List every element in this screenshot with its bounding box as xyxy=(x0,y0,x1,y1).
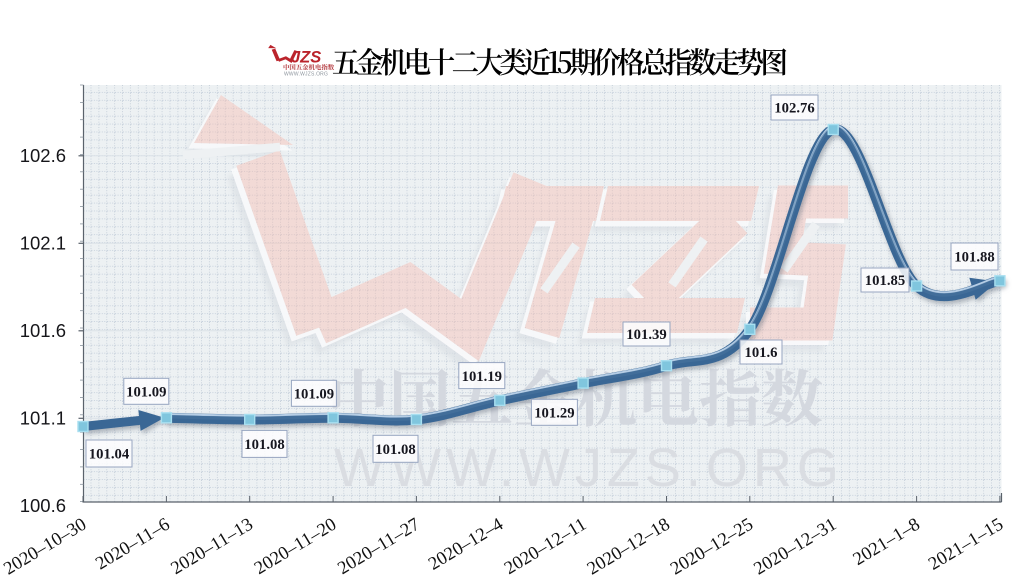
svg-text:101.19: 101.19 xyxy=(462,369,502,385)
svg-text:中国五金机电指数: 中国五金机电指数 xyxy=(283,63,335,72)
svg-text:101.29: 101.29 xyxy=(534,406,574,422)
svg-text:101.09: 101.09 xyxy=(294,387,334,403)
svg-text:101.08: 101.08 xyxy=(375,442,415,458)
svg-text:101.6: 101.6 xyxy=(744,345,777,361)
svg-text:101.08: 101.08 xyxy=(244,437,284,453)
svg-text:101.39: 101.39 xyxy=(626,327,666,343)
svg-text:JZS: JZS xyxy=(291,49,321,67)
svg-text:102.1: 102.1 xyxy=(20,232,66,253)
svg-text:100.6: 100.6 xyxy=(20,495,66,516)
svg-text:101.85: 101.85 xyxy=(865,273,905,289)
svg-text:五金机电十二大类近15期价格总指数走势图: 五金机电十二大类近15期价格总指数走势图 xyxy=(332,40,787,82)
svg-text:101.6: 101.6 xyxy=(20,320,66,341)
svg-text:101.09: 101.09 xyxy=(126,385,166,401)
svg-text:102.6: 102.6 xyxy=(20,145,66,166)
svg-text:101.04: 101.04 xyxy=(89,447,130,463)
svg-text:101.88: 101.88 xyxy=(954,250,994,266)
svg-text:101.1: 101.1 xyxy=(20,407,66,428)
svg-text:102.76: 102.76 xyxy=(774,101,814,117)
svg-text:WWW.WJZS.ORG: WWW.WJZS.ORG xyxy=(284,72,328,78)
